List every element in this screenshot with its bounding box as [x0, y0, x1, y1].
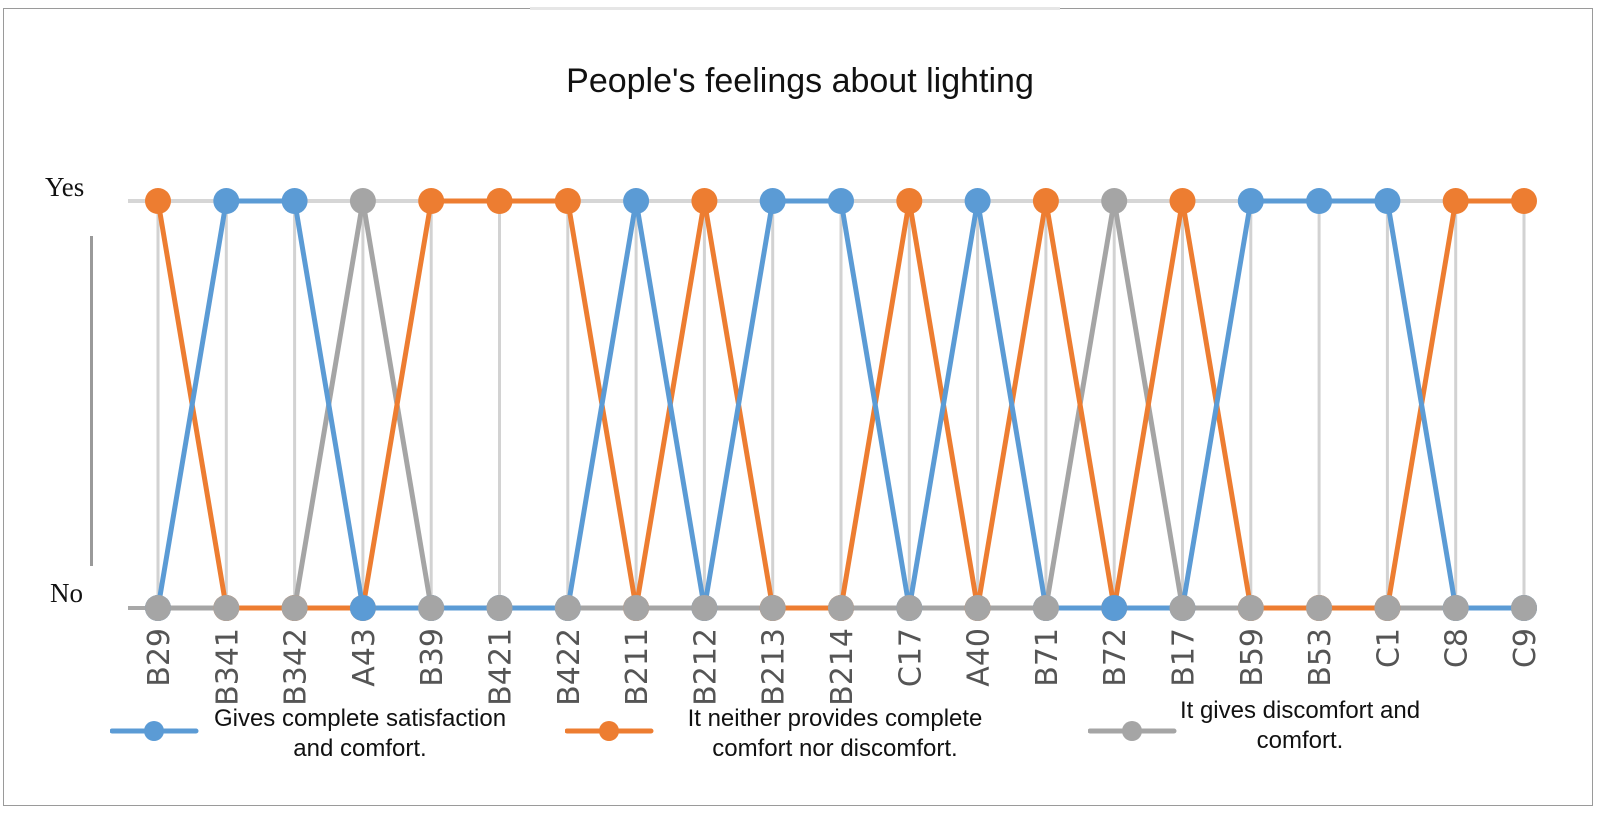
- data-point[interactable]: [145, 188, 171, 214]
- x-tick-label: B72: [1098, 628, 1133, 687]
- data-point[interactable]: [828, 188, 854, 214]
- data-point[interactable]: [759, 188, 786, 214]
- legend-label-line2: comfort.: [1256, 727, 1344, 754]
- y-axis-bar: [90, 236, 93, 566]
- data-point[interactable]: [1442, 595, 1469, 621]
- data-point[interactable]: [623, 188, 650, 214]
- legend-label-line1: It gives discomfort and: [1179, 697, 1421, 724]
- x-tick-label: B341: [210, 628, 245, 706]
- x-tick-label: B342: [279, 628, 314, 706]
- data-point[interactable]: [623, 595, 650, 621]
- x-tick-label: C1: [1371, 628, 1406, 668]
- x-tick-label: B71: [1030, 628, 1065, 687]
- x-tick-label: B213: [757, 628, 792, 706]
- data-point[interactable]: [1101, 595, 1128, 621]
- data-point[interactable]: [1374, 595, 1401, 621]
- legend-label-line1: It neither provides complete: [687, 705, 983, 732]
- x-tick-label: A40: [962, 628, 997, 687]
- x-tick-label: B212: [688, 628, 723, 706]
- legend-label-line2: comfort nor discomfort.: [712, 735, 958, 762]
- data-point[interactable]: [349, 188, 376, 214]
- frame-decoration: [530, 7, 1060, 10]
- legend-marker-gray-icon: [1088, 721, 1177, 741]
- x-tick-label: B17: [1167, 628, 1202, 687]
- x-tick-label: C17: [893, 628, 928, 687]
- data-point[interactable]: [1306, 188, 1333, 214]
- data-point[interactable]: [691, 188, 718, 214]
- x-tick-label: C8: [1440, 628, 1475, 668]
- data-point[interactable]: [1511, 188, 1537, 214]
- legend-marker-blue-icon: [110, 721, 199, 741]
- data-point[interactable]: [1101, 188, 1128, 214]
- data-point[interactable]: [486, 188, 513, 214]
- data-point[interactable]: [213, 595, 240, 621]
- data-point[interactable]: [1237, 595, 1264, 621]
- data-point[interactable]: [691, 595, 718, 621]
- x-tick-label: B214: [825, 628, 860, 706]
- data-point[interactable]: [1306, 595, 1333, 621]
- data-point[interactable]: [1032, 595, 1059, 621]
- data-point[interactable]: [486, 595, 513, 621]
- data-point[interactable]: [213, 188, 240, 214]
- data-point[interactable]: [418, 595, 445, 621]
- data-point[interactable]: [418, 188, 445, 214]
- data-point[interactable]: [1237, 188, 1264, 214]
- data-point[interactable]: [896, 188, 923, 214]
- data-point[interactable]: [1374, 188, 1401, 214]
- x-tick-label: B211: [620, 628, 655, 706]
- legend-label-line1: Gives complete satisfaction: [213, 705, 507, 732]
- data-point[interactable]: [964, 188, 991, 214]
- data-point[interactable]: [896, 595, 923, 621]
- legend-marker-orange-icon: [565, 721, 654, 741]
- data-point[interactable]: [828, 595, 854, 621]
- data-point[interactable]: [349, 595, 376, 621]
- y-tick-label-no: No: [50, 578, 83, 608]
- x-tick-label: C9: [1508, 628, 1543, 668]
- data-point[interactable]: [554, 188, 581, 214]
- x-tick-label: B39: [415, 628, 450, 687]
- x-tick-label: A43: [347, 628, 382, 687]
- data-point[interactable]: [281, 188, 308, 214]
- data-point[interactable]: [281, 595, 308, 621]
- data-point[interactable]: [1169, 188, 1196, 214]
- x-tick-label: B29: [142, 628, 177, 687]
- data-point[interactable]: [1169, 595, 1196, 621]
- y-tick-label-yes: Yes: [45, 172, 85, 202]
- data-point[interactable]: [1442, 188, 1469, 214]
- legend-label-line2: and comfort.: [293, 735, 427, 762]
- x-tick-label: B421: [484, 628, 519, 706]
- x-tick-label: B422: [552, 628, 587, 706]
- x-tick-label: B53: [1303, 628, 1338, 687]
- data-point[interactable]: [1032, 188, 1059, 214]
- x-tick-label: B59: [1235, 628, 1270, 687]
- data-point[interactable]: [554, 595, 581, 621]
- data-point[interactable]: [759, 595, 786, 621]
- chart-frame: [3, 8, 1593, 806]
- data-point[interactable]: [964, 595, 991, 621]
- chart-title: People's feelings about lighting: [566, 62, 1034, 100]
- data-point[interactable]: [1511, 595, 1537, 621]
- data-point[interactable]: [145, 595, 171, 621]
